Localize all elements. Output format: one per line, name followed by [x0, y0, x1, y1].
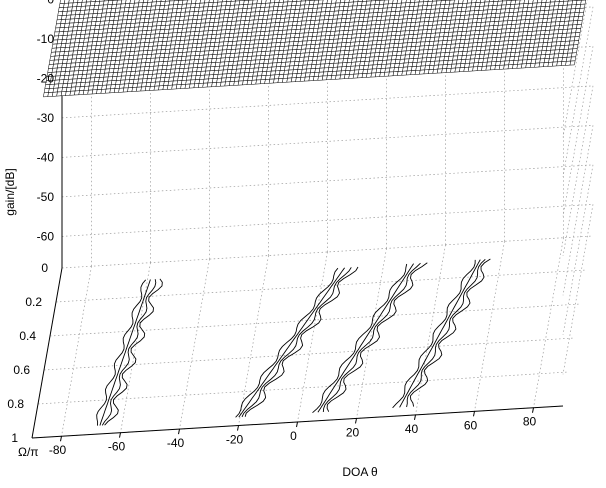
contour-line	[313, 264, 407, 413]
contour-line	[100, 280, 150, 426]
x-tick-mark	[474, 411, 475, 416]
contour-line	[318, 264, 414, 413]
z-tick-label: -60	[37, 229, 55, 243]
y-tick-label: 0.4	[19, 329, 36, 343]
mesh-cell	[581, 0, 586, 4]
mesh-cell	[576, 24, 581, 28]
contour-line	[102, 279, 156, 425]
contour-line	[97, 280, 146, 426]
mesh-cell	[579, 8, 584, 12]
x-tick-label: -20	[226, 433, 244, 447]
floor-contours	[97, 259, 491, 426]
mesh-cell	[574, 37, 579, 41]
x-tick-mark	[120, 433, 121, 438]
x-tick-mark	[533, 408, 534, 413]
x-tick-label: 60	[464, 418, 478, 432]
x-tick-label: 0	[290, 429, 297, 443]
x-tick-label: 20	[346, 425, 360, 439]
y-tick-label: 1	[11, 431, 18, 445]
mesh-cell	[579, 12, 584, 16]
mesh-cell	[575, 32, 580, 36]
z-tick-label: 0	[47, 0, 54, 6]
mesh-cell	[578, 16, 583, 20]
y-tick-label: 0	[41, 261, 48, 275]
mesh-cell	[571, 57, 576, 61]
x-tick-label: -40	[167, 436, 185, 450]
x-tick-mark	[356, 418, 357, 423]
contour-line	[327, 263, 427, 412]
mesh-cell	[580, 4, 585, 8]
z-tick-label: -50	[37, 190, 55, 204]
z-tick-label: -30	[37, 111, 55, 125]
z-tick-label: -10	[37, 32, 55, 46]
x-tick-mark	[61, 436, 62, 441]
y-axis-line	[32, 268, 62, 438]
z-axis-label: gain/[dB]	[3, 168, 17, 215]
x-tick-mark	[297, 422, 298, 427]
mesh-cell	[577, 20, 582, 24]
contour-line	[393, 260, 476, 408]
y-axis-label: Ω/π	[18, 445, 39, 459]
z-tick-label: -40	[37, 150, 55, 164]
x-tick-label: -80	[49, 443, 67, 457]
y-tick-label: 0.6	[13, 363, 30, 377]
mesh-cell	[574, 41, 579, 45]
mesh-cell	[570, 61, 575, 65]
x-tick-label: -60	[108, 440, 126, 454]
contour-line	[407, 259, 486, 407]
x-tick-mark	[415, 415, 416, 420]
mesh-cell	[573, 45, 578, 49]
x-tick-label: 40	[405, 422, 419, 436]
y-tick-label: 0.2	[25, 295, 42, 309]
mesh-cell	[576, 28, 581, 32]
x-axis-label: DOA θ	[342, 465, 378, 479]
mesh-cell	[571, 53, 576, 57]
mesh-cell	[572, 49, 577, 53]
x-tick-mark	[179, 429, 180, 434]
mesh-surface	[43, 0, 593, 97]
x-tick-mark	[238, 426, 239, 431]
z-tick-label: -20	[37, 71, 55, 85]
contour-line	[410, 259, 490, 407]
y-tick-label: 0.8	[7, 397, 24, 411]
contour-line	[105, 279, 163, 425]
x-tick-label: 80	[523, 415, 537, 429]
